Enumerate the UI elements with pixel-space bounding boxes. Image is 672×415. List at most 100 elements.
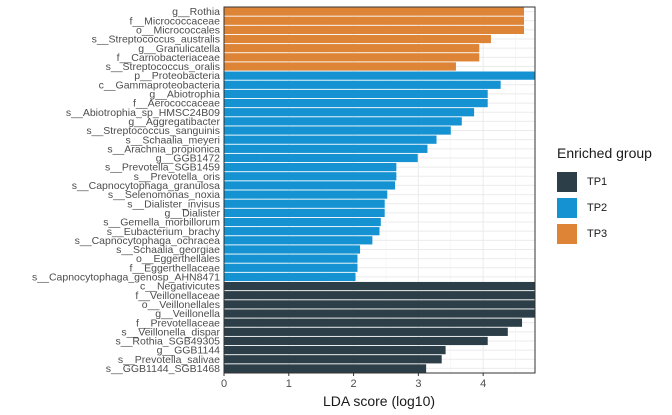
y-tick-label: s__Abiotrophia_sp_HMSC24B09: [66, 107, 220, 119]
bar-tp1: [224, 318, 523, 327]
y-tick-label: s__Arachnia_propionica: [107, 143, 220, 155]
bar-tp1: [224, 346, 446, 355]
y-tick-label: f__Veillonellaceae: [135, 290, 220, 302]
y-tick-label: s__Streptococcus_sanguinis: [86, 125, 220, 137]
y-tick-label: s__Capnocytophaga_genosp_AHN8471: [32, 272, 220, 284]
legend-swatch: [557, 224, 577, 244]
bar-tp2: [224, 190, 388, 199]
bar-tp2: [224, 208, 385, 217]
bar-tp2: [224, 199, 385, 208]
bar-tp2: [224, 227, 380, 236]
bar-tp3: [224, 16, 524, 25]
y-tick-label: g__Rothia: [172, 6, 220, 18]
y-tick-label: f__Micrococcaceae: [130, 15, 221, 27]
bar-tp3: [224, 53, 480, 62]
bar-tp2: [224, 98, 488, 108]
y-tick-label: c__Gammaproteobacteria: [99, 79, 221, 91]
bar-tp2: [224, 181, 396, 190]
y-tick-label: s__Prevotella_salivae: [118, 354, 220, 366]
y-tick-label: c__Negativicutes: [140, 281, 220, 293]
bar-tp2: [224, 236, 373, 245]
y-tick-label: s__Eubacterium_brachy: [107, 226, 221, 238]
y-tick-label: s__Capnocytophaga_ochracea: [75, 235, 221, 247]
bar-tp3: [224, 44, 480, 53]
legend-label: TP3: [587, 228, 608, 240]
bar-tp2: [224, 217, 381, 227]
bar-tp1: [224, 336, 488, 346]
x-axis-title: LDA score (log10): [323, 393, 435, 409]
y-tick-label: s__Prevotella_SGB1459: [105, 162, 220, 174]
plot-panel: [224, 7, 535, 373]
y-tick-label: s__Streptococcus_oralis: [106, 61, 220, 73]
y-tick-label: o__Micrococcales: [136, 24, 220, 36]
y-tick-label: g__GGB1472: [156, 153, 220, 165]
y-tick-label: s__Selenomonas_noxia: [108, 189, 220, 201]
bar-tp1: [224, 291, 535, 300]
bar-tp2: [224, 117, 462, 126]
bar-tp2: [224, 71, 535, 80]
y-tick-label: o__Eggerthellales: [136, 253, 220, 265]
bar-tp2: [224, 172, 397, 181]
legend-title: Enriched group: [557, 145, 652, 161]
legend-swatch: [557, 198, 577, 218]
y-tick-label: s__Schaalia_georgiae: [116, 244, 220, 256]
x-tick-label: 2: [351, 378, 357, 390]
bar-tp3: [224, 25, 524, 34]
y-tick-label: s__Rothia_SGB49305: [116, 336, 221, 348]
y-tick-label: g__Granulicatella: [138, 43, 220, 55]
bar-tp2: [224, 163, 397, 172]
y-tick-label: s__Veillonella_dispar: [121, 326, 220, 338]
y-tick-label: g__Dialister: [165, 207, 221, 219]
bar-tp1: [224, 364, 427, 373]
bar-tp2: [224, 263, 358, 272]
bar-tp1: [224, 355, 442, 364]
y-tick-label: s__Gemella_morbillorum: [103, 217, 220, 229]
x-tick-label: 4: [480, 378, 486, 390]
y-tick-label: s__Prevotella_oris: [134, 171, 220, 183]
y-tick-label: f__Carnobacteriaceae: [117, 52, 220, 64]
y-tick-label: g__GGB1144: [157, 345, 221, 357]
legend-label: TP1: [587, 176, 608, 188]
bar-tp2: [224, 108, 475, 117]
y-tick-label: p__Proteobacteria: [134, 70, 220, 82]
x-tick-label: 3: [415, 378, 421, 390]
bar-tp1: [224, 309, 535, 318]
y-tick-label: f__Eggerthellaceae: [130, 262, 221, 274]
y-tick-label: g__Aggregatibacter: [128, 116, 220, 128]
y-tick-label: f__Prevotellaceae: [136, 317, 220, 329]
y-tick-label: s__GGB1144_SGB1468: [106, 363, 220, 375]
bar-tp2: [224, 144, 428, 153]
bar-tp2: [224, 153, 418, 163]
bar-tp2: [224, 126, 451, 135]
legend-label: TP2: [587, 202, 608, 214]
bar-tp3: [224, 34, 491, 44]
panel-border: [223, 6, 536, 374]
bar-tp2: [224, 80, 501, 89]
y-tick-label: g__Veillonella: [155, 308, 220, 320]
bar-tp3: [224, 62, 456, 71]
bar-tp1: [224, 281, 535, 291]
y-tick-label: g__Abiotrophia: [149, 89, 220, 101]
x-tick-label: 0: [221, 378, 227, 390]
y-tick-label: s__Streptococcus_australis: [92, 34, 220, 46]
legend-swatch: [557, 172, 577, 192]
legend-item-tp1: TP1: [557, 170, 669, 194]
x-tick-label: 1: [286, 378, 292, 390]
bar-tp2: [224, 245, 361, 254]
bar-tp2: [224, 89, 488, 99]
bar-tp2: [224, 272, 356, 282]
y-tick-labels: g__Rothiaf__Micrococcaceaeo__Micrococcal…: [32, 6, 221, 375]
x-axis: 0 1 2 3 4: [221, 373, 486, 390]
y-tick-label: s__Capnocytophaga_granulosa: [72, 180, 220, 192]
bar-tp2: [224, 135, 437, 144]
legend-item-tp3: TP3: [557, 222, 669, 246]
bar-tp2: [224, 254, 358, 263]
y-tick-label: f__Aerococcaceae: [133, 98, 220, 110]
bar-tp1: [224, 300, 535, 309]
bar-tp1: [224, 327, 508, 336]
y-tick-label: s__Schaalia_meyeri: [125, 134, 220, 146]
bar-tp3: [224, 7, 524, 16]
legend-item-tp2: TP2: [557, 196, 669, 220]
legend: Enriched group TP1 TP2 TP3: [557, 145, 669, 248]
